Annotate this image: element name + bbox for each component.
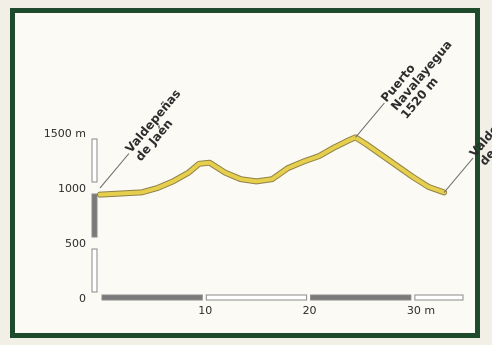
annotation-label: PuertoNavalayegua1520 m	[378, 29, 465, 121]
y-tick-label: 1500 m	[44, 127, 86, 140]
x-axis-segment	[414, 294, 464, 301]
x-axis-segment	[205, 294, 308, 301]
annotation-label: Valdepeñasde Jaén	[467, 91, 492, 168]
y-tick-label: 1000	[58, 182, 86, 195]
y-tick-label: 0	[79, 292, 86, 305]
chart-frame	[10, 8, 480, 338]
y-axis-segment	[91, 248, 98, 293]
annotation-leader-line	[99, 153, 130, 189]
y-axis-segment	[91, 193, 98, 238]
elevation-line	[98, 135, 447, 197]
x-axis-segment	[101, 294, 203, 301]
annotation-label: Valdepeñasde Jaén	[122, 87, 193, 164]
y-axis-segment	[91, 138, 98, 183]
x-tick-label: 20	[303, 304, 317, 317]
x-axis-segment	[310, 294, 412, 301]
annotation-leader-line	[443, 157, 474, 193]
y-tick-label: 500	[65, 237, 86, 250]
annotation-leader-line	[355, 102, 385, 138]
x-tick-label: 30 m	[407, 304, 435, 317]
x-tick-label: 10	[198, 304, 212, 317]
